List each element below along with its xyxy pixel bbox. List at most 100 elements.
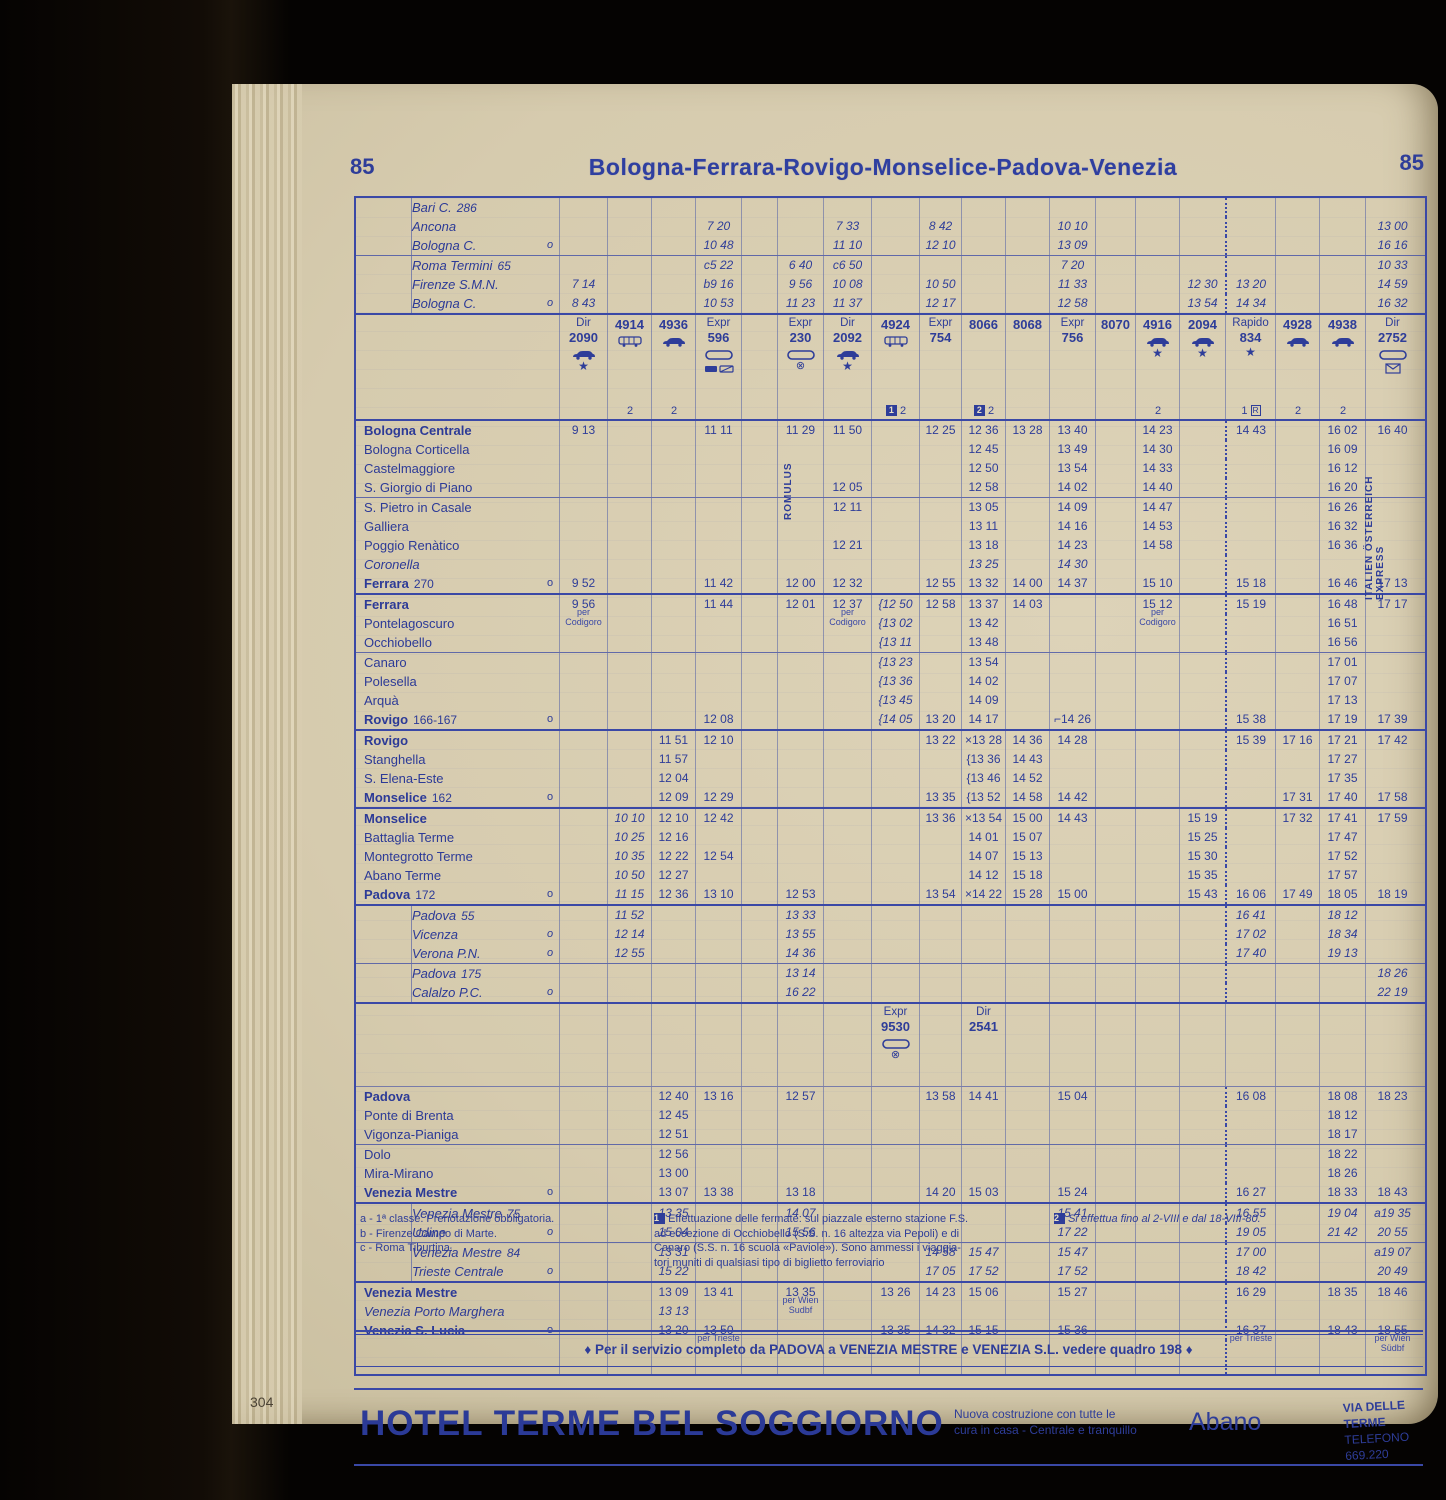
time-cell: [961, 1145, 1005, 1164]
time-cell: [695, 459, 741, 478]
time-cell: [695, 906, 741, 925]
time-cell: [695, 944, 741, 963]
station-row: Arquà {13 45 14 09 17 13: [356, 691, 1425, 710]
time-cell: 14 30: [1135, 440, 1179, 459]
station-row: Venezia Mestre 75 13 35 14 07 15 41 16 55 19 0…: [356, 1204, 1425, 1223]
indent-rule: [411, 256, 412, 275]
time-cell: [777, 691, 823, 710]
time-cell: [1135, 1243, 1179, 1262]
station-row: Venezia Mestre o 13 07 13 38 13 18 14 20 15 03…: [356, 1183, 1425, 1204]
time-cell: [741, 1087, 777, 1106]
time-cell: [651, 925, 695, 944]
time-cell: 13 14: [777, 964, 823, 983]
time-cell: 10 08: [823, 275, 871, 294]
time-cell: 12 54: [695, 847, 741, 866]
time-cell: [607, 459, 651, 478]
time-cell: [1365, 769, 1419, 788]
station-name: Montegrotto Terme: [364, 849, 473, 864]
stop-bullet: [541, 1125, 559, 1144]
time-cell: 14 23: [919, 1283, 961, 1302]
train-category: Dir: [576, 317, 591, 329]
time-cell: [1179, 691, 1225, 710]
time-cell: [919, 828, 961, 847]
time-cell: 13 42: [961, 614, 1005, 633]
time-cell: [1275, 1262, 1319, 1281]
time-cell: 16 26: [1319, 498, 1365, 517]
footnote-text: ad eccezione di Occhiobello (S.S. n. 16 …: [654, 1227, 960, 1240]
time-cell: [1005, 1223, 1049, 1242]
time-cell: [1365, 944, 1419, 963]
time-cell: [1095, 906, 1135, 925]
time-cell: [741, 964, 777, 983]
footnote-text: Si effettua fino al 2-VIII e dal 18-VIII…: [1068, 1213, 1261, 1225]
time-cell: [919, 653, 961, 672]
time-cell: [559, 1087, 607, 1106]
time-cell: [695, 478, 741, 497]
time-cell: [871, 788, 919, 807]
station-row: S. Giorgio di Piano 12 05 12 58 14 02 14 40 1…: [356, 478, 1425, 498]
time-cell: [1095, 710, 1135, 729]
time-cell: [651, 256, 695, 275]
time-cell: [871, 1262, 919, 1281]
time-cell: [1095, 1302, 1135, 1321]
time-cell: 12 57: [777, 1087, 823, 1106]
time-cell: [1365, 828, 1419, 847]
time-cell: [1275, 828, 1319, 847]
time-cell: 15 27: [1049, 1283, 1095, 1302]
time-cell: [1005, 198, 1049, 217]
footnote-2: 2 Si effettua fino al 2-VIII e dal 18-VI…: [1054, 1212, 1261, 1227]
time-cell: 12 58: [1049, 294, 1095, 313]
time-cell: [651, 478, 695, 497]
time-cell: [651, 440, 695, 459]
indent-rule: [411, 964, 412, 983]
time-cell: [1135, 294, 1179, 313]
time-cell: 16 12: [1319, 459, 1365, 478]
time-cell: 15 18: [1225, 574, 1275, 593]
time-cell: 14 36: [777, 944, 823, 963]
stop-bullet: [541, 478, 559, 497]
time-cell: [607, 294, 651, 313]
time-cell: [1005, 1164, 1049, 1183]
time-cell: [1275, 294, 1319, 313]
time-cell: [1275, 1340, 1319, 1374]
time-cell: [695, 964, 741, 983]
time-cell: [919, 256, 961, 275]
time-cell: [1365, 614, 1419, 633]
time-cell: [1049, 672, 1095, 691]
time-cell: [1319, 1243, 1365, 1262]
time-cell: 16 56: [1319, 633, 1365, 652]
train-column-header: 4928 2: [1275, 315, 1319, 419]
footnote-text: Canaro (S.S. n. 16 scuola «Paviole»). So…: [654, 1242, 961, 1254]
station-row: Ferrara 9 56 per Codigoro 11 44 12 01 12 37 pe…: [356, 595, 1425, 626]
time-cell: [741, 421, 777, 440]
time-cell: [741, 1106, 777, 1125]
time-cell: [1095, 1283, 1135, 1302]
time-cell: [741, 1243, 777, 1262]
time-cell: [1179, 731, 1225, 750]
time-cell: [651, 236, 695, 255]
stop-bullet: o: [546, 791, 554, 803]
time-cell: ×13 54: [961, 809, 1005, 828]
time-cell: 16 09: [1319, 440, 1365, 459]
station-name: Bologna Corticella: [364, 442, 470, 457]
station-name: Calalzo P.C.: [412, 985, 483, 1000]
time-cell: [741, 275, 777, 294]
time-cell: 14 58: [1005, 788, 1049, 807]
time-cell: [1179, 672, 1225, 691]
station-row: Battaglia Terme 10 25 12 16 14 01 15 07 15 25…: [356, 828, 1425, 847]
time-cell: [1095, 633, 1135, 652]
time-cell: [1319, 1302, 1365, 1321]
time-cell: [1365, 517, 1419, 536]
time-cell: 16 51: [1319, 614, 1365, 633]
time-cell: [741, 906, 777, 925]
train-number: 4916: [1143, 317, 1172, 332]
time-cell: [871, 1125, 919, 1144]
time-cell: [1005, 633, 1049, 652]
time-cell: [777, 236, 823, 255]
time-cell: 15 25: [1179, 828, 1225, 847]
time-cell: 14 09: [1049, 498, 1095, 517]
time-cell: 18 46: [1365, 1283, 1419, 1302]
time-cell: [607, 750, 651, 769]
time-cell: [871, 925, 919, 944]
time-cell: [1319, 275, 1365, 294]
